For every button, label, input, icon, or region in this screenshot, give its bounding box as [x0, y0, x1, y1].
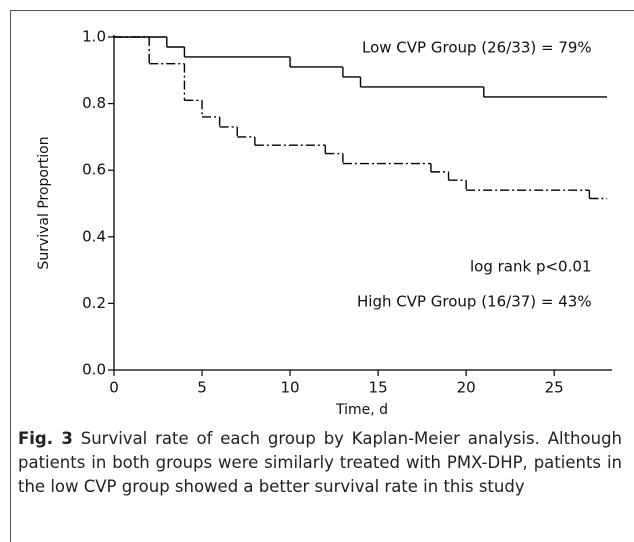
y-tick-label: 0.4	[82, 227, 106, 245]
y-tick-label: 0.6	[82, 161, 106, 179]
x-tick-label: 25	[545, 379, 564, 397]
chart: Survival Proportion Time, d log rank p<0…	[36, 28, 612, 418]
x-tick-label: 5	[197, 379, 207, 397]
caption-label: Fig. 3	[18, 429, 73, 448]
caption-text: Survival rate of each group by Kaplan-Me…	[18, 429, 622, 496]
y-axis-label: Survival Proportion	[36, 136, 52, 269]
y-tick-label: 0.8	[82, 94, 106, 112]
x-tick-label: 15	[369, 379, 388, 397]
x-tick-label: 0	[109, 379, 119, 397]
x-tick-label: 10	[281, 379, 300, 397]
y-tick-label: 0.0	[82, 361, 106, 379]
annotation: log rank p<0.01	[470, 258, 591, 276]
series-label: High CVP Group (16/37) = 43%	[357, 293, 592, 311]
x-tick-label: 20	[457, 379, 476, 397]
x-axis-label: Time, d	[335, 402, 388, 418]
figure-frame	[10, 10, 634, 542]
caption: Fig. 3 Survival rate of each group by Ka…	[18, 427, 622, 499]
series-label: Low CVP Group (26/33) = 79%	[362, 39, 592, 57]
y-tick-label: 0.2	[82, 294, 106, 312]
y-tick-label: 1.0	[82, 28, 106, 46]
